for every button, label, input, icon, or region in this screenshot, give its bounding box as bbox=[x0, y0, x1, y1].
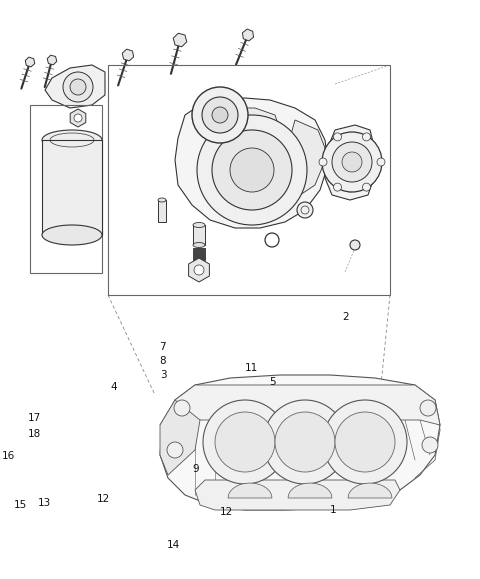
Text: 16: 16 bbox=[2, 451, 15, 461]
Circle shape bbox=[63, 72, 93, 102]
Polygon shape bbox=[288, 483, 332, 498]
Bar bbox=[30, 105, 102, 273]
Text: 15: 15 bbox=[13, 500, 27, 510]
Text: 11: 11 bbox=[245, 363, 258, 373]
Circle shape bbox=[332, 142, 372, 182]
Circle shape bbox=[362, 133, 371, 141]
Bar bbox=[158, 200, 166, 222]
Circle shape bbox=[420, 400, 436, 416]
Circle shape bbox=[334, 183, 341, 191]
Circle shape bbox=[212, 107, 228, 123]
Polygon shape bbox=[160, 375, 440, 510]
Ellipse shape bbox=[42, 130, 102, 150]
Text: 12: 12 bbox=[96, 494, 110, 504]
Circle shape bbox=[212, 130, 292, 210]
Polygon shape bbox=[242, 29, 253, 41]
Polygon shape bbox=[25, 57, 35, 67]
Text: 17: 17 bbox=[28, 413, 41, 423]
Circle shape bbox=[197, 115, 307, 225]
Circle shape bbox=[167, 442, 183, 458]
Text: 7: 7 bbox=[159, 342, 166, 353]
Polygon shape bbox=[200, 108, 280, 140]
Text: 3: 3 bbox=[160, 370, 167, 380]
Text: 12: 12 bbox=[220, 507, 233, 518]
Text: 9: 9 bbox=[192, 464, 199, 474]
Ellipse shape bbox=[158, 198, 166, 202]
Bar bbox=[193, 225, 205, 245]
Circle shape bbox=[323, 400, 407, 484]
Circle shape bbox=[74, 114, 82, 122]
Circle shape bbox=[215, 412, 275, 472]
Polygon shape bbox=[175, 98, 328, 228]
Circle shape bbox=[70, 79, 86, 95]
Polygon shape bbox=[45, 65, 105, 108]
Circle shape bbox=[362, 183, 371, 191]
Ellipse shape bbox=[193, 222, 205, 228]
Polygon shape bbox=[195, 480, 400, 510]
Polygon shape bbox=[160, 400, 200, 475]
Polygon shape bbox=[160, 385, 440, 425]
Circle shape bbox=[275, 412, 335, 472]
Polygon shape bbox=[47, 55, 57, 65]
Circle shape bbox=[203, 400, 287, 484]
Text: 10: 10 bbox=[329, 414, 343, 424]
Text: 4: 4 bbox=[111, 382, 118, 392]
Circle shape bbox=[319, 158, 327, 166]
Bar bbox=[108, 65, 390, 295]
Text: 2: 2 bbox=[342, 312, 349, 323]
Circle shape bbox=[297, 202, 313, 218]
Circle shape bbox=[174, 400, 190, 416]
Polygon shape bbox=[173, 33, 187, 47]
Polygon shape bbox=[122, 49, 134, 61]
Bar bbox=[42, 140, 102, 235]
Polygon shape bbox=[70, 109, 86, 127]
Text: 1: 1 bbox=[330, 504, 337, 515]
Text: 5: 5 bbox=[269, 377, 276, 387]
Ellipse shape bbox=[193, 243, 205, 247]
Polygon shape bbox=[325, 125, 375, 200]
Circle shape bbox=[342, 152, 362, 172]
Circle shape bbox=[334, 133, 341, 141]
Circle shape bbox=[335, 412, 395, 472]
Circle shape bbox=[377, 158, 385, 166]
Circle shape bbox=[192, 87, 248, 143]
Circle shape bbox=[194, 265, 204, 275]
Polygon shape bbox=[278, 120, 325, 195]
Circle shape bbox=[422, 437, 438, 453]
Bar bbox=[193, 248, 205, 260]
Ellipse shape bbox=[42, 225, 102, 245]
Circle shape bbox=[350, 240, 360, 250]
Polygon shape bbox=[189, 258, 209, 282]
Text: 6: 6 bbox=[308, 430, 314, 441]
Text: 18: 18 bbox=[28, 429, 41, 439]
Circle shape bbox=[230, 148, 274, 192]
Circle shape bbox=[202, 97, 238, 133]
Text: 8: 8 bbox=[159, 356, 166, 367]
Polygon shape bbox=[228, 483, 272, 498]
Circle shape bbox=[263, 400, 347, 484]
Text: 14: 14 bbox=[167, 540, 180, 551]
Text: 13: 13 bbox=[37, 497, 51, 508]
Circle shape bbox=[322, 132, 382, 192]
Polygon shape bbox=[348, 483, 392, 498]
